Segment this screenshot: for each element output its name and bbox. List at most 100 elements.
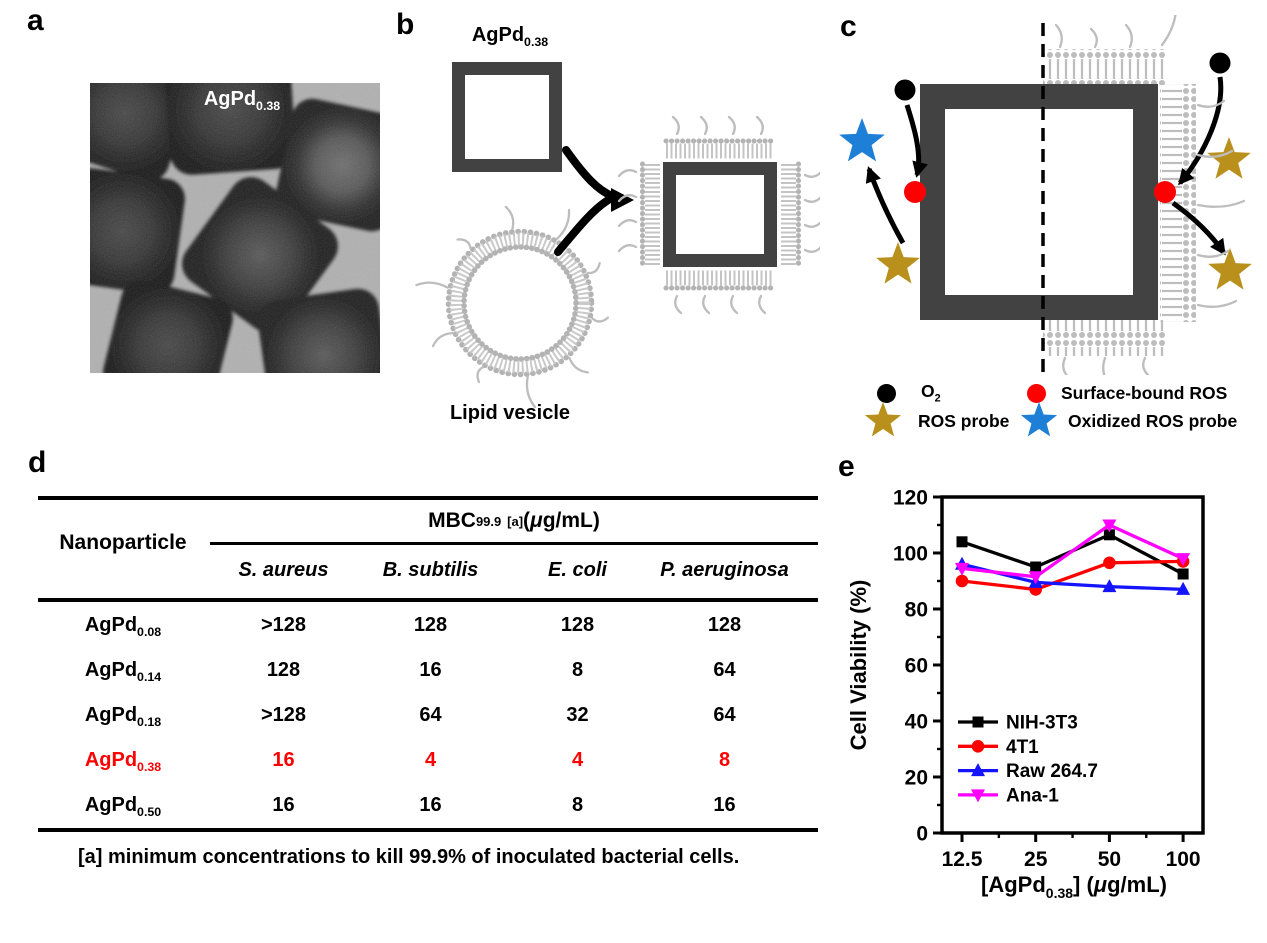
column-header-nanoparticle: Nanoparticle [59,531,187,554]
mbc-value: 16 [419,794,442,816]
panel-label-e: e [838,450,855,483]
surface-ros-dot [904,181,926,203]
legend-item-ros-probe: ROS probe [862,402,1010,437]
svg-text:12.5: 12.5 [942,848,983,871]
column-header-b-subtilis: B. subtilis [382,558,479,581]
lipid-band-right [1160,84,1196,322]
column-header-p-aeruginosa: P. aeruginosa [660,558,789,581]
tem-annotation: AgPd0.38 [203,88,281,113]
mbc-table: Nanoparticle MBC 99.9 [a] (μ g/mL) S. aure… [38,490,818,900]
mbc-value: 64 [713,659,736,681]
lipid-vesicle-shape [445,228,595,378]
mbc-value: 4 [571,749,584,771]
material-name: AgPd [203,88,257,110]
ros-probe-star [1208,248,1252,290]
mbc-value: 128 [707,614,742,636]
svg-text:60: 60 [905,655,928,678]
row-label: AgPd0.08 [84,614,162,639]
ros-mechanism-diagram [839,15,1252,375]
table-row-highlighted: AgPd0.38 16 4 4 8 [38,738,818,783]
mbc-value: 16 [419,659,442,681]
mbc-value: 128 [266,659,301,681]
svg-text:Raw 264.7: Raw 264.7 [1006,761,1098,782]
black-dot-icon [876,383,897,404]
mbc-value: >128 [260,704,307,726]
mbc-value: 128 [560,614,595,636]
table-footnote: [a] minimum concentrations to kill 99.9%… [78,846,740,868]
svg-text:0: 0 [916,823,928,846]
table-row: AgPd0.08 >128 128 128 128 [38,603,818,648]
legend-label: O2 [921,381,941,405]
legend-item-surface-ros: Surface-bound ROS [1026,378,1227,408]
mbc-value: 4 [424,749,437,771]
legend-label: Oxidized ROS probe [1068,410,1238,431]
row-label: AgPd0.14 [84,659,162,684]
nanocage-title: AgPd0.38 [471,24,549,49]
legend-label: Surface-bound ROS [1061,382,1228,403]
group-header-mbc: MBC 99.9 [a] (μ g/mL) [428,509,600,532]
panel-label-c: c [840,10,857,43]
svg-text:NIH-3T3: NIH-3T3 [1006,713,1078,734]
svg-text:Cell Viability (%): Cell Viability (%) [846,580,871,751]
tem-micrograph-svg [57,43,409,422]
reaction-arrows [865,76,1227,256]
column-header-e-coli: E. coli [548,558,607,581]
o2-dot [1209,52,1231,74]
row-label: AgPd0.18 [84,704,162,729]
svg-text:20: 20 [905,767,928,790]
mbc-value: >128 [260,614,307,636]
legend-label: ROS probe [918,410,1010,431]
ros-probe-star [1207,137,1251,179]
mbc-value: 16 [272,749,295,771]
mbc-value: 8 [718,749,731,771]
svg-text:4T1: 4T1 [1006,737,1039,758]
svg-text:100: 100 [893,543,928,566]
table-rule-top [38,496,818,500]
cell-viability-chart: 0 20 40 60 80 100 120 12.5 25 50 100 NIH-3T3 4T1 Raw … [846,487,1205,901]
svg-text:50: 50 [1098,848,1121,871]
coating-scheme-diagram [415,62,820,409]
surface-ros-dot [1154,181,1176,203]
table-row: AgPd0.50 16 16 8 16 [38,783,818,828]
svg-text:Ana-1: Ana-1 [1006,785,1059,806]
table-row: AgPd0.14 128 16 8 64 [38,648,818,693]
table-rule-header [38,598,818,602]
blue-star-icon [1018,401,1060,441]
o2-dot [894,79,916,101]
row-label: AgPd0.50 [84,794,162,819]
merge-arrow [554,146,634,256]
mbc-value: 8 [571,659,584,681]
column-header-s-aureus: S. aureus [238,558,329,581]
panel-label-b: b [396,8,415,41]
tem-image [57,43,409,422]
red-dot-icon [1026,383,1047,404]
oxidized-probe-star [839,118,885,162]
mbc-value: 16 [713,794,736,816]
svg-text:[AgPd0.38] (μg/mL): [AgPd0.38] (μg/mL) [981,872,1167,901]
coated-nanocage-shape [640,138,801,291]
mbc-value: 32 [566,704,589,726]
svg-text:120: 120 [893,487,928,510]
lipid-band-bottom [1043,320,1165,356]
svg-text:80: 80 [905,599,928,622]
lipid-band-top [1043,49,1165,85]
table-row: AgPd0.18 >128 64 32 64 [38,693,818,738]
mbc-value: 64 [713,704,736,726]
table-rule-group [210,542,818,545]
lipid-vesicle-label: Lipid vesicle [449,402,571,424]
svg-text:40: 40 [905,711,928,734]
gold-star-icon [862,401,904,441]
panel-label-d: d [28,446,47,479]
nanocage-shape [452,62,562,172]
legend-item-o2: O2 [876,378,941,408]
mbc-value: 128 [413,614,448,636]
mbc-value: 16 [272,794,295,816]
ros-probe-star [876,242,920,284]
legend-item-oxidized-probe: Oxidized ROS probe [1018,402,1238,437]
panel-label-a: a [27,4,44,37]
mbc-value: 64 [419,704,442,726]
svg-text:100: 100 [1166,848,1201,871]
nanocage-cross-section [920,84,1158,320]
mbc-value: 8 [571,794,584,816]
